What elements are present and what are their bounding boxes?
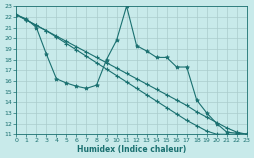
X-axis label: Humidex (Indice chaleur): Humidex (Indice chaleur) xyxy=(77,145,185,154)
